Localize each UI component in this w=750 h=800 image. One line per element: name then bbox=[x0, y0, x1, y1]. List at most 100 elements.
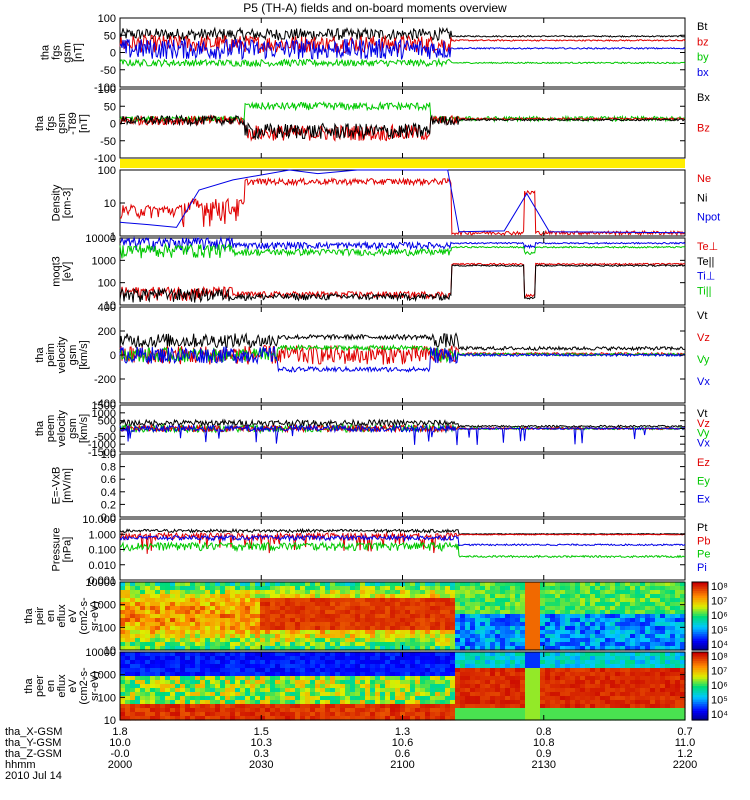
spectrogram-cell bbox=[370, 602, 376, 607]
time-row-value: 11.0 bbox=[675, 737, 696, 749]
y-tick-label: -1000 bbox=[88, 439, 116, 451]
spectrogram-cell bbox=[275, 684, 281, 689]
spectrogram-cell bbox=[315, 590, 321, 595]
spectrogram-cell bbox=[500, 634, 506, 639]
spectrogram-cell bbox=[595, 660, 601, 665]
spectrogram-cell bbox=[485, 700, 491, 705]
spectrogram-cell bbox=[335, 692, 341, 697]
spectrogram-cell bbox=[245, 594, 251, 599]
spectrogram-cell bbox=[385, 594, 391, 599]
spectrogram-cell bbox=[675, 614, 681, 619]
spectrogram-cell bbox=[630, 680, 636, 685]
spectrogram-cell bbox=[435, 668, 441, 673]
spectrogram-cell bbox=[440, 602, 446, 607]
spectrogram-cell bbox=[365, 700, 371, 705]
spectrogram-cell bbox=[260, 646, 266, 651]
spectrogram-cell bbox=[380, 582, 386, 587]
spectrogram-cell bbox=[195, 676, 201, 681]
spectrogram-cell bbox=[305, 602, 311, 607]
legend-ti: Ti|| bbox=[697, 285, 711, 297]
spectrogram-cell bbox=[660, 716, 666, 721]
spectrogram-cell bbox=[225, 708, 231, 713]
colorbar-cell bbox=[692, 665, 708, 669]
spectrogram-cell bbox=[385, 610, 391, 615]
spectrogram-cell bbox=[395, 630, 401, 635]
spectrogram-cell bbox=[550, 692, 556, 697]
spectrogram-cell bbox=[155, 672, 161, 677]
spectrogram-cell bbox=[280, 684, 286, 689]
y-tick-label: 0.6 bbox=[101, 474, 116, 486]
spectrogram-cell bbox=[420, 622, 426, 627]
spectrogram-cell bbox=[575, 684, 581, 689]
spectrogram-cell bbox=[300, 606, 306, 611]
spectrogram-cell bbox=[535, 630, 541, 635]
spectrogram-cell bbox=[535, 614, 541, 619]
spectrogram-cell bbox=[305, 614, 311, 619]
spectrogram-cell bbox=[630, 610, 636, 615]
spectrogram-cell bbox=[205, 630, 211, 635]
spectrogram-cell bbox=[140, 646, 146, 651]
spectrogram-cell bbox=[535, 638, 541, 643]
spectrogram-cell bbox=[210, 634, 216, 639]
spectrogram-cell bbox=[290, 672, 296, 677]
colorbar-cell bbox=[692, 582, 708, 585]
spectrogram-cell bbox=[235, 652, 241, 657]
spectrogram-cell bbox=[370, 660, 376, 665]
spectrogram-cell bbox=[220, 622, 226, 627]
spectrogram-cell bbox=[670, 688, 676, 693]
spectrogram-cell bbox=[355, 660, 361, 665]
spectrogram-cell bbox=[680, 618, 686, 623]
spectrogram-cell bbox=[450, 626, 456, 631]
spectrogram-cell bbox=[445, 610, 451, 615]
spectrogram-cell bbox=[195, 712, 201, 717]
colorbar-cell bbox=[692, 638, 708, 642]
spectrogram-cell bbox=[285, 672, 291, 677]
spectrogram-cell bbox=[415, 610, 421, 615]
spectrogram-cell bbox=[310, 618, 316, 623]
spectrogram-cell bbox=[395, 614, 401, 619]
y-axis-label: [nT] bbox=[78, 114, 90, 133]
spectrogram-cell bbox=[400, 606, 406, 611]
spectrogram-cell bbox=[375, 618, 381, 623]
spectrogram-cell bbox=[360, 618, 366, 623]
spectrogram-cell bbox=[615, 602, 621, 607]
spectrogram-cell bbox=[545, 700, 551, 705]
spectrogram-cell bbox=[665, 590, 671, 595]
spectrogram-cell bbox=[240, 606, 246, 611]
spectrogram-cell bbox=[160, 626, 166, 631]
spectrogram-cell bbox=[465, 660, 471, 665]
spectrogram-cell bbox=[585, 696, 591, 701]
colorbar-cell bbox=[692, 604, 708, 608]
spectrogram-cell bbox=[455, 590, 461, 595]
spectrogram-cell bbox=[290, 652, 296, 657]
spectrogram-cell bbox=[295, 642, 301, 647]
spectrogram-cell bbox=[610, 626, 616, 631]
spectrogram-cell bbox=[540, 676, 546, 681]
figure-title: P5 (TH-A) fields and on-board moments ov… bbox=[243, 1, 507, 15]
spectrogram-cell bbox=[320, 700, 326, 705]
series-vx bbox=[119, 345, 686, 373]
spectrogram-cell bbox=[245, 716, 251, 721]
spectrogram-cell bbox=[590, 688, 596, 693]
spectrogram-cell bbox=[410, 692, 416, 697]
spectrogram-cell bbox=[645, 704, 651, 709]
y-tick-label: 1500 bbox=[92, 400, 116, 412]
spectrogram-cell bbox=[340, 672, 346, 677]
spectrogram-cell bbox=[310, 614, 316, 619]
spectrogram-cell bbox=[580, 630, 586, 635]
spectrogram-cell bbox=[555, 602, 561, 607]
colorbar-cell bbox=[692, 591, 708, 594]
spectrogram-cell bbox=[650, 688, 656, 693]
spectrogram-cell bbox=[545, 634, 551, 639]
spectrogram-cell bbox=[215, 712, 221, 717]
spectrogram-cell bbox=[125, 712, 131, 717]
y-axis-label: moqt3 bbox=[51, 256, 63, 287]
spectrogram-cell bbox=[515, 594, 521, 599]
spectrogram-cell bbox=[315, 630, 321, 635]
spectrogram-cell bbox=[480, 594, 486, 599]
spectrogram-cell bbox=[330, 664, 336, 669]
spectrogram-cell bbox=[220, 642, 226, 647]
spectrogram-cell bbox=[550, 676, 556, 681]
spectrogram-cell bbox=[135, 716, 141, 721]
